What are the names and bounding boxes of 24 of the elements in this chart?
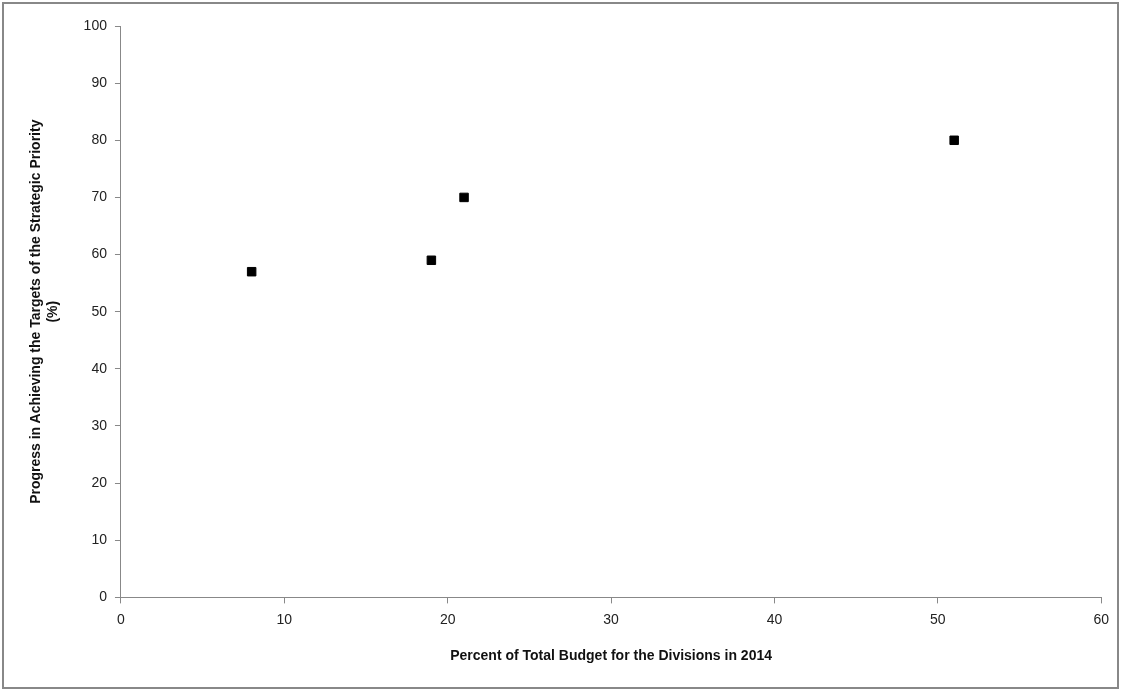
y-axis-title: Progress in Achieving the Targets of the Strategic Priority (%) (27, 119, 61, 504)
x-tick-label: 50 (930, 610, 946, 627)
x-tick-label: 0 (117, 610, 126, 627)
y-tick-label: 60 (91, 245, 108, 262)
x-axis-title: Percent of Total Budget for the Divisions in 2014 (450, 647, 773, 664)
point (949, 135, 959, 146)
y-tick-label: 50 (91, 302, 108, 319)
y-tick-label: 80 (91, 131, 108, 148)
y-tick-label: 0 (99, 588, 108, 605)
y-tick-label: 20 (91, 473, 108, 490)
point (426, 255, 437, 266)
y-tick-label: 100 (83, 16, 108, 33)
y-tick-label: 90 (91, 74, 108, 90)
x-tick-label: 60 (1093, 610, 1110, 627)
x-tick-label: 20 (439, 610, 456, 627)
x-tick-label: 40 (766, 610, 783, 627)
y-tick-label: 40 (91, 359, 108, 376)
y-tick-label: 30 (91, 416, 108, 433)
y-tick-label: 10 (91, 531, 108, 548)
point (246, 266, 257, 277)
x-tick-label: 10 (276, 610, 293, 627)
x-tick-label: 30 (603, 610, 620, 627)
y-tick-label: 70 (91, 188, 108, 205)
point (459, 192, 469, 203)
